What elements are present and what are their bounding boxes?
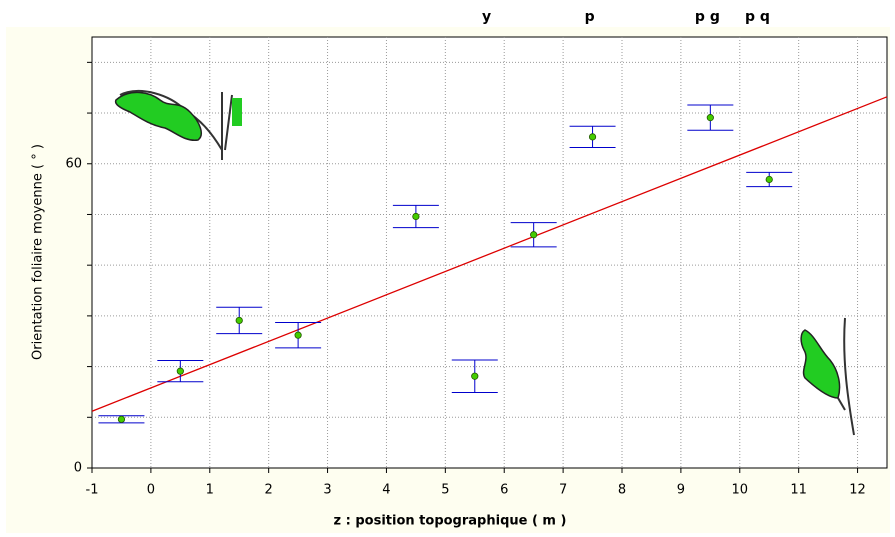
- y-axis-label: Orientation foliaire moyenne ( ° ): [31, 144, 46, 360]
- data-point: [530, 232, 536, 238]
- annotation: y: [482, 9, 491, 25]
- data-point: [707, 114, 713, 120]
- x-tick-label: 7: [559, 483, 567, 498]
- data-point: [472, 373, 478, 379]
- data-point: [413, 213, 419, 219]
- plot-area: [92, 37, 887, 468]
- x-tick-label: 1: [206, 483, 214, 498]
- x-tick-label: 11: [790, 483, 807, 498]
- x-tick-label: 9: [677, 483, 685, 498]
- y-tick-label: 0: [74, 461, 82, 476]
- x-tick-label: 0: [147, 483, 155, 498]
- data-point: [177, 368, 183, 374]
- data-point: [118, 416, 124, 422]
- annotation: p g: [695, 9, 720, 25]
- y-tick-label: 60: [65, 156, 82, 171]
- data-point: [236, 317, 242, 323]
- x-tick-label: -1: [86, 483, 99, 498]
- data-point: [766, 176, 772, 182]
- x-tick-label: 5: [441, 483, 449, 498]
- x-tick-label: 4: [382, 483, 390, 498]
- x-tick-label: 3: [323, 483, 331, 498]
- x-tick-label: 10: [732, 483, 749, 498]
- x-tick-label: 12: [849, 483, 866, 498]
- chart: z : position topographique ( m ) Orienta…: [0, 0, 895, 537]
- x-tick-label: 6: [500, 483, 508, 498]
- x-tick-label: 2: [265, 483, 273, 498]
- x-tick-label: 8: [618, 483, 626, 498]
- data-point: [589, 134, 595, 140]
- x-axis-label: z : position topographique ( m ): [334, 514, 567, 529]
- data-point: [295, 332, 301, 338]
- annotation: p q: [745, 9, 770, 25]
- annotation: p: [585, 9, 595, 25]
